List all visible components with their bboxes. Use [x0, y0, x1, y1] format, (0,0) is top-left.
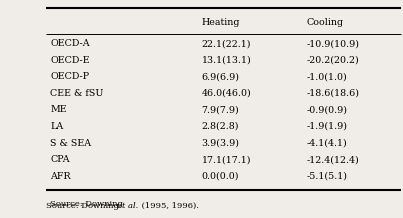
Text: -1.0(1.0): -1.0(1.0): [306, 72, 347, 81]
Text: Source: Downing: Source: Downing: [50, 202, 126, 210]
Text: 17.1(17.1): 17.1(17.1): [202, 155, 251, 164]
Text: Heating: Heating: [202, 18, 240, 27]
Text: -10.9(10.9): -10.9(10.9): [306, 39, 359, 48]
Text: 46.0(46.0): 46.0(46.0): [202, 89, 251, 98]
Text: Source: Downing: Source: Downing: [50, 200, 126, 208]
Text: 7.9(7.9): 7.9(7.9): [202, 105, 239, 114]
Text: OECD-P: OECD-P: [50, 72, 89, 81]
Text: 22.1(22.1): 22.1(22.1): [202, 39, 251, 48]
Text: (1995, 1996).: (1995, 1996).: [139, 202, 199, 210]
Text: S & SEA: S & SEA: [50, 138, 91, 148]
Text: -12.4(12.4): -12.4(12.4): [306, 155, 359, 164]
Text: Source: Downing: Source: Downing: [0, 217, 1, 218]
Text: et al.: et al.: [117, 202, 138, 210]
Text: 6.9(6.9): 6.9(6.9): [202, 72, 239, 81]
Text: OECD-E: OECD-E: [50, 56, 90, 65]
Text: CEE & fSU: CEE & fSU: [50, 89, 104, 98]
Text: -1.9(1.9): -1.9(1.9): [306, 122, 347, 131]
Text: 13.1(13.1): 13.1(13.1): [202, 56, 251, 65]
Text: 3.9(3.9): 3.9(3.9): [202, 138, 239, 148]
Text: -20.2(20.2): -20.2(20.2): [306, 56, 359, 65]
Text: AFR: AFR: [50, 172, 71, 181]
Text: 2.8(2.8): 2.8(2.8): [202, 122, 239, 131]
Text: OECD-A: OECD-A: [50, 39, 90, 48]
Text: Cooling: Cooling: [306, 18, 343, 27]
Text: -4.1(4.1): -4.1(4.1): [306, 138, 347, 148]
Text: -18.6(18.6): -18.6(18.6): [306, 89, 359, 98]
Text: ME: ME: [50, 105, 67, 114]
Text: LA: LA: [50, 122, 64, 131]
Text: -0.9(0.9): -0.9(0.9): [306, 105, 347, 114]
Text: -5.1(5.1): -5.1(5.1): [306, 172, 347, 181]
Text: Source: Downing: Source: Downing: [46, 202, 122, 210]
Text: CPA: CPA: [50, 155, 70, 164]
Text: 0.0(0.0): 0.0(0.0): [202, 172, 239, 181]
